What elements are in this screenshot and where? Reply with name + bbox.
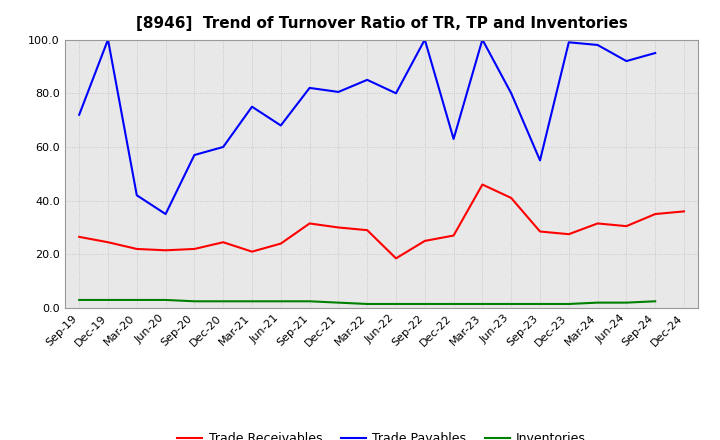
Trade Receivables (651, 211, 660, 216)
Trade Payables (276, 123, 285, 128)
Trade Receivables (449, 233, 458, 238)
Trade Receivables (132, 246, 141, 252)
Trade Payables (536, 158, 544, 163)
Trade Payables (75, 112, 84, 117)
Inventories (507, 301, 516, 307)
Trade Receivables (680, 209, 688, 214)
Trade Payables (564, 40, 573, 45)
Inventories (190, 299, 199, 304)
Trade Receivables (478, 182, 487, 187)
Trade Receivables (564, 231, 573, 237)
Inventories (564, 301, 573, 307)
Inventories (449, 301, 458, 307)
Trade Receivables (305, 221, 314, 226)
Line: Trade Receivables: Trade Receivables (79, 184, 684, 258)
Legend: Trade Receivables, Trade Payables, Inventories: Trade Receivables, Trade Payables, Inven… (172, 427, 591, 440)
Inventories (75, 297, 84, 303)
Trade Receivables (593, 221, 602, 226)
Inventories (305, 299, 314, 304)
Trade Payables (190, 152, 199, 158)
Inventories (420, 301, 429, 307)
Inventories (161, 297, 170, 303)
Trade Payables (507, 91, 516, 96)
Trade Receivables (276, 241, 285, 246)
Trade Receivables (363, 227, 372, 233)
Trade Payables (478, 37, 487, 42)
Trade Receivables (248, 249, 256, 254)
Trade Receivables (190, 246, 199, 252)
Trade Payables (334, 89, 343, 95)
Inventories (478, 301, 487, 307)
Inventories (536, 301, 544, 307)
Trade Payables (219, 144, 228, 150)
Trade Payables (593, 42, 602, 48)
Title: [8946]  Trend of Turnover Ratio of TR, TP and Inventories: [8946] Trend of Turnover Ratio of TR, TP… (135, 16, 628, 32)
Inventories (334, 300, 343, 305)
Inventories (219, 299, 228, 304)
Trade Receivables (420, 238, 429, 244)
Inventories (392, 301, 400, 307)
Inventories (651, 299, 660, 304)
Trade Receivables (161, 248, 170, 253)
Trade Receivables (507, 195, 516, 201)
Trade Receivables (536, 229, 544, 234)
Inventories (276, 299, 285, 304)
Trade Payables (392, 91, 400, 96)
Trade Payables (161, 211, 170, 216)
Trade Payables (622, 59, 631, 64)
Trade Receivables (622, 224, 631, 229)
Inventories (363, 301, 372, 307)
Trade Receivables (104, 240, 112, 245)
Trade Payables (104, 37, 112, 42)
Trade Payables (132, 193, 141, 198)
Inventories (622, 300, 631, 305)
Inventories (132, 297, 141, 303)
Inventories (593, 300, 602, 305)
Inventories (248, 299, 256, 304)
Line: Trade Payables: Trade Payables (79, 40, 655, 214)
Trade Payables (420, 37, 429, 42)
Trade Receivables (219, 240, 228, 245)
Line: Inventories: Inventories (79, 300, 655, 304)
Trade Payables (449, 136, 458, 142)
Trade Payables (305, 85, 314, 91)
Inventories (104, 297, 112, 303)
Trade Payables (651, 50, 660, 55)
Trade Payables (248, 104, 256, 109)
Trade Receivables (75, 234, 84, 239)
Trade Receivables (334, 225, 343, 230)
Trade Receivables (392, 256, 400, 261)
Trade Payables (363, 77, 372, 82)
